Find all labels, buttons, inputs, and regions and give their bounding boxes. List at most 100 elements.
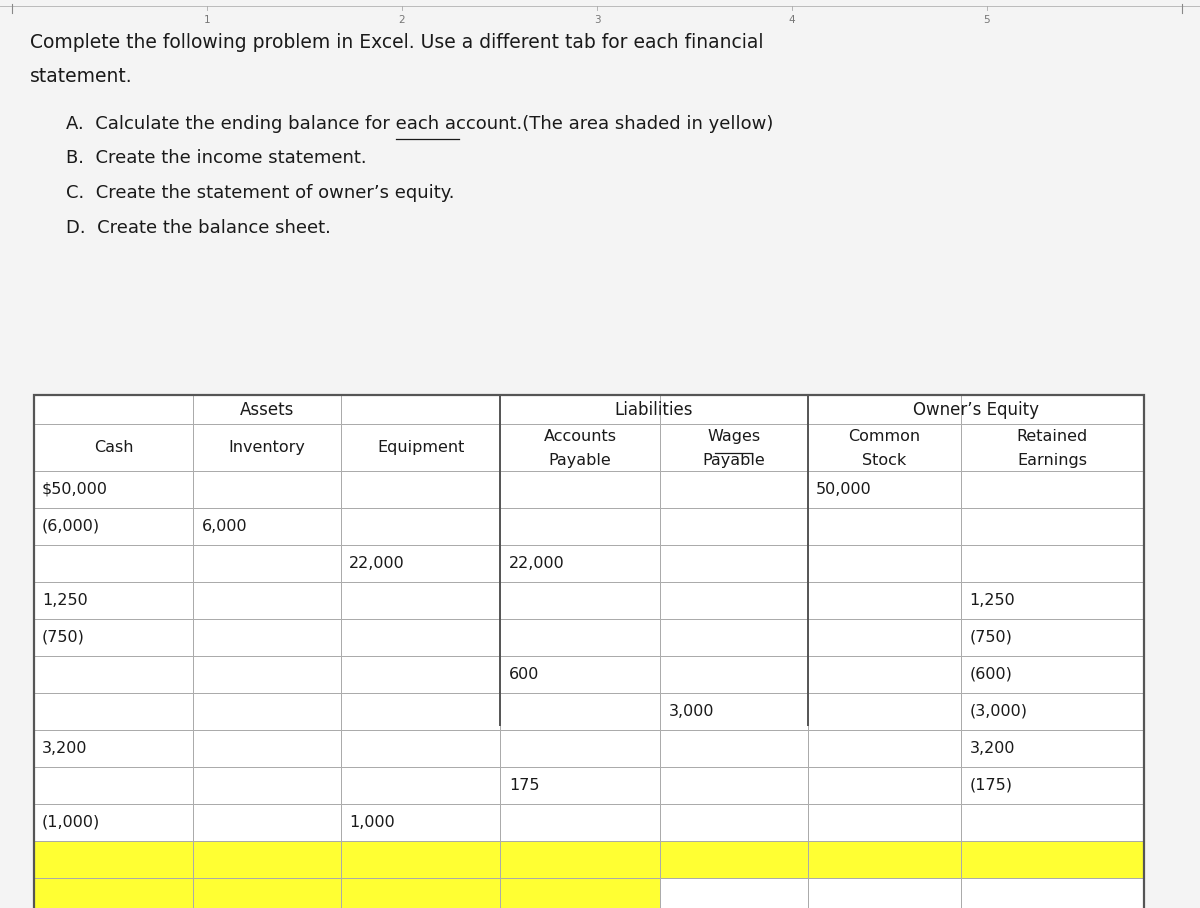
Bar bbox=[808, 656, 961, 693]
Text: A.  Calculate the ending balance for each account.(The area shaded in yellow): A. Calculate the ending balance for each… bbox=[66, 114, 773, 133]
Text: Complete the following problem in Excel. Use a different tab for each financial: Complete the following problem in Excel.… bbox=[30, 33, 763, 52]
Text: (750): (750) bbox=[42, 630, 85, 645]
Bar bbox=[34, 656, 193, 693]
Text: Common: Common bbox=[848, 429, 920, 444]
Text: 600: 600 bbox=[509, 666, 539, 682]
Bar bbox=[34, 471, 193, 508]
Text: 175: 175 bbox=[509, 778, 539, 793]
Bar bbox=[961, 395, 1144, 424]
Bar bbox=[34, 508, 193, 545]
Bar bbox=[961, 471, 1144, 508]
Text: 3,200: 3,200 bbox=[970, 741, 1015, 755]
Bar bbox=[341, 878, 500, 908]
Text: Liabilities: Liabilities bbox=[614, 401, 694, 419]
Bar bbox=[808, 545, 961, 582]
Text: Owner’s Equity: Owner’s Equity bbox=[913, 401, 1038, 419]
Bar bbox=[341, 841, 500, 878]
Bar bbox=[34, 730, 193, 767]
Bar bbox=[808, 730, 961, 767]
Bar bbox=[193, 545, 341, 582]
Bar bbox=[808, 619, 961, 656]
Text: Retained: Retained bbox=[1016, 429, 1088, 444]
Bar bbox=[193, 693, 341, 730]
Bar bbox=[961, 508, 1144, 545]
Bar bbox=[341, 693, 500, 730]
Text: 1: 1 bbox=[204, 15, 210, 25]
Bar bbox=[341, 767, 500, 804]
Bar bbox=[34, 545, 193, 582]
Bar bbox=[34, 582, 193, 619]
Bar bbox=[808, 767, 961, 804]
Text: Equipment: Equipment bbox=[377, 440, 464, 455]
Bar bbox=[808, 804, 961, 841]
Bar bbox=[341, 656, 500, 693]
Bar bbox=[193, 424, 341, 471]
Text: Inventory: Inventory bbox=[228, 440, 306, 455]
Text: 2: 2 bbox=[398, 15, 406, 25]
Text: 4: 4 bbox=[788, 15, 796, 25]
Bar bbox=[341, 804, 500, 841]
Text: 1,250: 1,250 bbox=[970, 593, 1015, 607]
Text: $50,000: $50,000 bbox=[42, 482, 108, 497]
Bar bbox=[34, 395, 1144, 908]
Bar bbox=[193, 619, 341, 656]
Bar bbox=[34, 619, 193, 656]
Bar bbox=[808, 582, 961, 619]
Text: (175): (175) bbox=[970, 778, 1013, 793]
Bar bbox=[660, 693, 808, 730]
Bar bbox=[660, 619, 808, 656]
Bar bbox=[660, 395, 808, 424]
Bar bbox=[961, 693, 1144, 730]
Bar bbox=[961, 582, 1144, 619]
Bar bbox=[500, 424, 660, 471]
Bar bbox=[660, 656, 808, 693]
Bar bbox=[341, 730, 500, 767]
Bar bbox=[34, 841, 193, 878]
Bar bbox=[341, 471, 500, 508]
Text: Payable: Payable bbox=[548, 453, 612, 469]
Bar bbox=[961, 545, 1144, 582]
Bar bbox=[193, 471, 341, 508]
Bar bbox=[34, 424, 193, 471]
Bar bbox=[961, 767, 1144, 804]
Text: D.  Create the balance sheet.: D. Create the balance sheet. bbox=[66, 219, 331, 237]
Text: statement.: statement. bbox=[30, 67, 133, 86]
Bar bbox=[500, 767, 660, 804]
Bar bbox=[193, 656, 341, 693]
Bar bbox=[193, 804, 341, 841]
Text: Cash: Cash bbox=[94, 440, 133, 455]
Text: Stock: Stock bbox=[863, 453, 906, 469]
Bar bbox=[500, 508, 660, 545]
Bar bbox=[341, 508, 500, 545]
Bar bbox=[193, 582, 341, 619]
Bar bbox=[660, 545, 808, 582]
Bar bbox=[961, 878, 1144, 908]
Bar bbox=[193, 395, 341, 424]
Text: 1,250: 1,250 bbox=[42, 593, 88, 607]
Bar bbox=[500, 693, 660, 730]
Bar bbox=[660, 424, 808, 471]
Bar bbox=[500, 619, 660, 656]
Bar bbox=[500, 730, 660, 767]
Bar bbox=[34, 395, 193, 424]
Bar bbox=[341, 395, 500, 424]
Bar bbox=[660, 730, 808, 767]
Bar bbox=[808, 878, 961, 908]
Bar bbox=[341, 545, 500, 582]
Bar bbox=[34, 767, 193, 804]
Bar bbox=[660, 582, 808, 619]
Bar bbox=[808, 841, 961, 878]
Bar bbox=[961, 730, 1144, 767]
Bar bbox=[961, 619, 1144, 656]
Text: Wages: Wages bbox=[707, 429, 761, 444]
Text: 3,200: 3,200 bbox=[42, 741, 88, 755]
Bar bbox=[500, 804, 660, 841]
Bar bbox=[961, 656, 1144, 693]
Bar bbox=[500, 878, 660, 908]
Text: (1,000): (1,000) bbox=[42, 814, 101, 830]
Text: Payable: Payable bbox=[702, 453, 766, 469]
Bar bbox=[660, 767, 808, 804]
Bar bbox=[34, 693, 193, 730]
Text: Earnings: Earnings bbox=[1018, 453, 1087, 469]
Text: Assets: Assets bbox=[240, 401, 294, 419]
